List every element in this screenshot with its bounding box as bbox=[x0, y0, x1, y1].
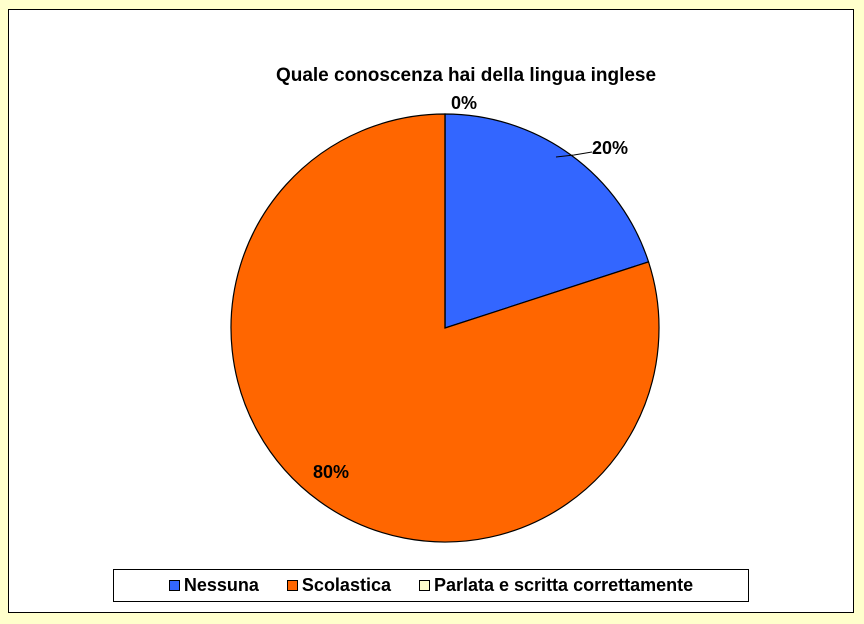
legend-swatch-nessuna bbox=[168, 580, 180, 591]
legend-swatch-parlata bbox=[418, 580, 430, 591]
data-label-nessuna: 20% bbox=[592, 138, 628, 158]
legend-swatch-scolastica bbox=[286, 580, 298, 591]
data-label-parlata: 0% bbox=[451, 93, 477, 113]
legend-item-parlata: Parlata e scritta correttamente bbox=[418, 575, 694, 596]
legend-label-scolastica: Scolastica bbox=[301, 575, 391, 595]
legend-label-nessuna: Nessuna bbox=[183, 575, 259, 595]
chart-title: Quale conoscenza hai della lingua ingles… bbox=[276, 65, 656, 86]
legend-item-nessuna: Nessuna bbox=[168, 575, 259, 596]
leader-line-nessuna bbox=[555, 151, 593, 158]
data-label-scolastica: 80% bbox=[313, 462, 349, 482]
legend-label-parlata: Parlata e scritta correttamente bbox=[433, 575, 694, 595]
legend-item-scolastica: Scolastica bbox=[286, 575, 391, 596]
legend: Nessuna Scolastica Parlata e scritta cor… bbox=[113, 569, 749, 602]
